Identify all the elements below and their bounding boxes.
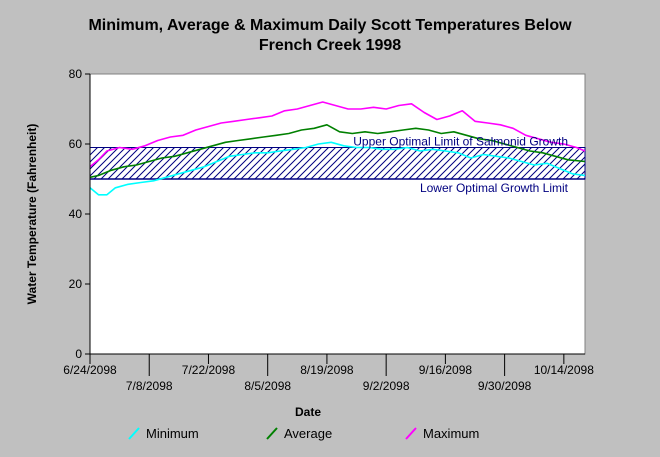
x-tick-label-2: 7/22/2098 bbox=[182, 363, 236, 377]
y-tick-label-20: 20 bbox=[69, 277, 83, 291]
lower-limit-label: Lower Optimal Growth Limit bbox=[420, 181, 569, 195]
legend-swatch-minimum bbox=[128, 427, 140, 440]
plot-area bbox=[89, 73, 586, 355]
series-line-maximum bbox=[89, 101, 586, 168]
y-tick-label-60: 60 bbox=[69, 137, 83, 151]
legend-swatch-maximum bbox=[405, 427, 417, 440]
x-axis-title: Date bbox=[295, 405, 321, 419]
legend: Minimum Average Maximum bbox=[128, 426, 479, 441]
y-tick-label-40: 40 bbox=[69, 207, 83, 221]
x-tick-label-6: 9/16/2098 bbox=[419, 363, 473, 377]
y-axis-title: Water Temperature (Fahrenheit) bbox=[25, 124, 39, 305]
legend-item-minimum: Minimum bbox=[128, 426, 199, 441]
upper-limit-label: Upper Optimal Limit of Salmonid Growth bbox=[353, 135, 568, 149]
x-tick-label-3: 8/5/2098 bbox=[244, 379, 291, 393]
legend-item-maximum: Maximum bbox=[405, 426, 479, 441]
plot-background bbox=[89, 73, 586, 355]
y-tick-label-80: 80 bbox=[69, 67, 83, 81]
legend-swatch-average bbox=[266, 427, 278, 440]
x-tick-label-8: 10/14/2098 bbox=[534, 363, 594, 377]
chart-title: Minimum, Average & Maximum Daily Scott T… bbox=[88, 17, 572, 34]
series-line-minimum bbox=[89, 141, 586, 196]
x-tick-label-5: 9/2/2098 bbox=[363, 379, 410, 393]
y-tick-label-0: 0 bbox=[75, 347, 82, 361]
chart-subtitle: French Creek 1998 bbox=[259, 37, 401, 54]
optimal-growth-band bbox=[89, 147, 586, 180]
legend-label-average: Average bbox=[284, 426, 332, 441]
legend-label-minimum: Minimum bbox=[146, 426, 199, 441]
legend-item-average: Average bbox=[266, 426, 332, 441]
legend-label-maximum: Maximum bbox=[423, 426, 479, 441]
x-tick-label-7: 9/30/2098 bbox=[478, 379, 532, 393]
x-tick-label-1: 7/8/2098 bbox=[126, 379, 173, 393]
series-line-average bbox=[89, 124, 586, 179]
x-tick-label-4: 8/19/2098 bbox=[300, 363, 354, 377]
x-tick-label-0: 6/24/2098 bbox=[63, 363, 117, 377]
